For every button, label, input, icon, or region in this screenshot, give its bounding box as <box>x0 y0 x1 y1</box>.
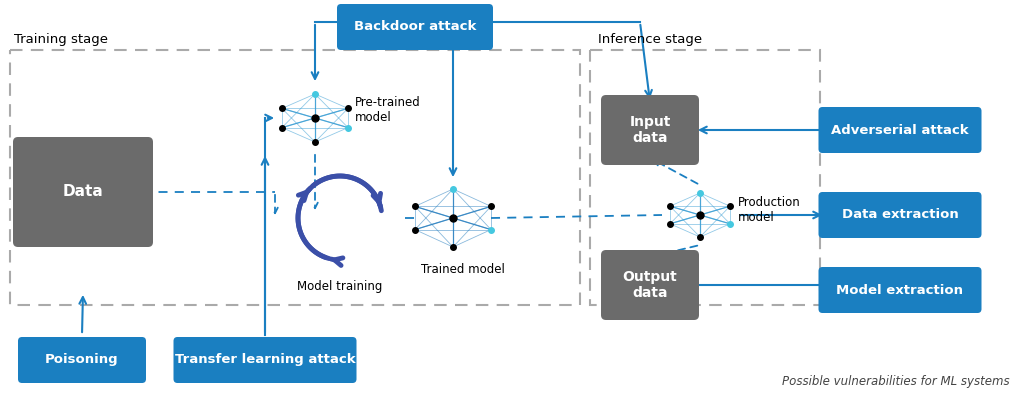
Text: Transfer learning attack: Transfer learning attack <box>175 354 355 366</box>
Text: Backdoor attack: Backdoor attack <box>354 20 476 34</box>
FancyBboxPatch shape <box>601 95 699 165</box>
Text: Data extraction: Data extraction <box>842 208 958 222</box>
FancyBboxPatch shape <box>818 267 981 313</box>
Text: Training stage: Training stage <box>14 33 108 46</box>
Text: Poisoning: Poisoning <box>45 354 119 366</box>
Text: Output
data: Output data <box>623 270 677 300</box>
Text: Production
model: Production model <box>738 196 801 224</box>
FancyBboxPatch shape <box>601 250 699 320</box>
FancyBboxPatch shape <box>818 192 981 238</box>
Text: Model extraction: Model extraction <box>837 284 964 296</box>
FancyBboxPatch shape <box>337 4 493 50</box>
FancyBboxPatch shape <box>13 137 153 247</box>
FancyBboxPatch shape <box>18 337 146 383</box>
Text: Adverserial attack: Adverserial attack <box>831 124 969 136</box>
Text: Trained model: Trained model <box>421 263 505 276</box>
Text: Input
data: Input data <box>630 115 671 145</box>
FancyBboxPatch shape <box>818 107 981 153</box>
FancyBboxPatch shape <box>173 337 356 383</box>
Text: Model training: Model training <box>297 280 383 293</box>
Text: Data: Data <box>62 184 103 200</box>
Text: Inference stage: Inference stage <box>598 33 702 46</box>
Text: Possible vulnerabilities for ML systems: Possible vulnerabilities for ML systems <box>782 375 1010 388</box>
Text: Pre-trained
model: Pre-trained model <box>355 96 421 124</box>
